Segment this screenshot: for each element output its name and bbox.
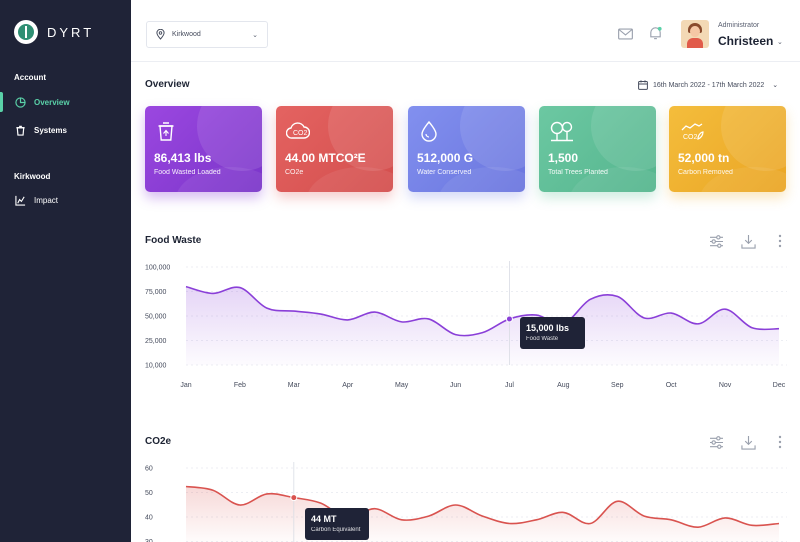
highlight-point [505, 315, 513, 323]
svg-text:CO2: CO2 [683, 134, 698, 141]
stat-card-trees[interactable]: 1,500 Total Trees Planted [539, 106, 656, 192]
bar-chart-icon [14, 194, 26, 206]
trees-icon [549, 120, 573, 142]
x-tick-label: Jun [450, 382, 461, 389]
highlight-point [290, 494, 298, 502]
calendar-icon [638, 80, 648, 90]
x-tick-label: Jul [505, 382, 514, 389]
stat-card-carbon[interactable]: CO2 52,000 tn Carbon Removed [669, 106, 786, 192]
series-line [185, 285, 780, 337]
location-select-value: Kirkwood [172, 31, 201, 38]
x-tick-label: Feb [234, 382, 246, 389]
stat-value: 1,500 [548, 151, 579, 165]
co2-leaf-icon: CO2 [679, 120, 704, 142]
sidebar-item-systems[interactable]: Systems [0, 120, 131, 140]
y-tick-label: 75,000 [145, 289, 167, 296]
more-vertical-icon[interactable] [772, 233, 788, 249]
co2e-chart[interactable]: 60 50 40 30 [131, 456, 800, 542]
sidebar-item-label: Overview [34, 97, 70, 107]
svg-text:CO2: CO2 [293, 130, 308, 137]
nav-section-location: Kirkwood [14, 172, 51, 181]
mail-icon[interactable] [618, 27, 634, 41]
brand-name: DYRT [47, 24, 95, 40]
y-tick-label: 100,000 [145, 265, 170, 272]
series-line [185, 485, 780, 529]
tooltip-value: 15,000 lbs [526, 323, 570, 333]
stat-label: Total Trees Planted [548, 169, 608, 176]
x-tick-label: Dec [773, 382, 786, 389]
brand-mark-icon [14, 20, 38, 44]
stat-value: 512,000 G [417, 151, 474, 165]
food-waste-chart[interactable]: 100,000 75,000 50,000 25,000 10,000 Jan Feb Mar… [131, 255, 800, 395]
x-tick-label: Aug [557, 382, 570, 389]
tooltip-label: Carbon Equivalent [311, 527, 361, 533]
food-waste-tools [708, 233, 788, 249]
recycle-bin-icon [155, 120, 177, 142]
food-waste-tooltip: 15,000 lbs Food Waste [520, 317, 585, 349]
food-waste-title: Food Waste [145, 235, 202, 246]
nav-section-account: Account [14, 73, 46, 82]
stat-label: Food Wasted Loaded [154, 169, 221, 176]
water-drop-icon [418, 120, 440, 142]
y-tick-label: 30 [145, 539, 153, 542]
date-range-picker[interactable]: 16th March 2022 - 17th March 2022 ⌄ [638, 80, 778, 90]
x-tick-label: Mar [288, 382, 301, 389]
stat-value: 52,000 tn [678, 151, 730, 165]
top-bar: Kirkwood ⌄ Administrator Christeen ⌄ [131, 0, 800, 62]
chevron-down-icon: ⌄ [252, 31, 258, 39]
x-tick-label: Apr [342, 382, 354, 389]
x-tick-label: Nov [719, 382, 732, 389]
brand-logo[interactable]: DYRT [14, 20, 94, 44]
y-tick-label: 50 [145, 490, 153, 497]
y-tick-label: 60 [145, 466, 153, 473]
overview-title: Overview [145, 79, 190, 90]
x-tick-label: Sep [611, 382, 624, 389]
location-pin-icon [156, 29, 165, 40]
pie-chart-icon [14, 96, 26, 108]
y-tick-label: 50,000 [145, 314, 167, 321]
sidebar: DYRT Account Overview Systems Kirkwood I… [0, 0, 131, 542]
bell-icon[interactable] [648, 25, 664, 40]
user-role: Administrator [718, 22, 760, 29]
download-icon[interactable] [740, 233, 756, 249]
stat-label: CO2e [285, 169, 304, 176]
download-icon[interactable] [740, 434, 756, 450]
date-range-value: 16th March 2022 - 17th March 2022 [653, 81, 765, 89]
stat-card-food-waste[interactable]: 86,413 lbs Food Wasted Loaded [145, 106, 262, 192]
y-tick-label: 25,000 [145, 338, 167, 345]
co2e-tools [708, 434, 788, 450]
co2e-tooltip: 44 MT Carbon Equivalent [305, 508, 369, 540]
y-tick-label: 40 [145, 515, 153, 522]
y-tick-label: 10,000 [145, 363, 167, 370]
stat-card-water[interactable]: 512,000 G Water Conserved [408, 106, 525, 192]
avatar[interactable] [681, 20, 709, 48]
tooltip-label: Food Waste [526, 336, 559, 342]
series-area [186, 486, 779, 542]
x-tick-label: Jan [180, 382, 191, 389]
stat-value: 44.00 MTCO²E [285, 151, 366, 165]
sidebar-item-label: Systems [34, 125, 67, 135]
stat-label: Carbon Removed [678, 169, 733, 176]
x-tick-label: May [395, 382, 409, 389]
sidebar-item-label: Impact [34, 195, 59, 205]
stat-value: 86,413 lbs [154, 151, 212, 165]
filter-sliders-icon[interactable] [708, 233, 724, 249]
bin-icon [14, 124, 26, 136]
series-area [186, 286, 779, 365]
x-tick-label: Oct [666, 382, 677, 389]
sidebar-item-impact[interactable]: Impact [0, 190, 131, 210]
more-vertical-icon[interactable] [772, 434, 788, 450]
stat-card-co2e[interactable]: CO2 44.00 MTCO²E CO2e [276, 106, 393, 192]
location-select[interactable]: Kirkwood ⌄ [146, 21, 268, 48]
tooltip-value: 44 MT [311, 514, 337, 524]
co2-cloud-icon: CO2 [285, 120, 311, 142]
chevron-down-icon: ⌄ [772, 82, 779, 89]
co2e-title: CO2e [145, 436, 172, 447]
stat-label: Water Conserved [417, 169, 472, 176]
sidebar-item-overview[interactable]: Overview [0, 92, 131, 112]
user-menu-chevron-icon[interactable]: ⌄ [777, 39, 783, 46]
user-name[interactable]: Christeen [718, 34, 774, 48]
filter-sliders-icon[interactable] [708, 434, 724, 450]
